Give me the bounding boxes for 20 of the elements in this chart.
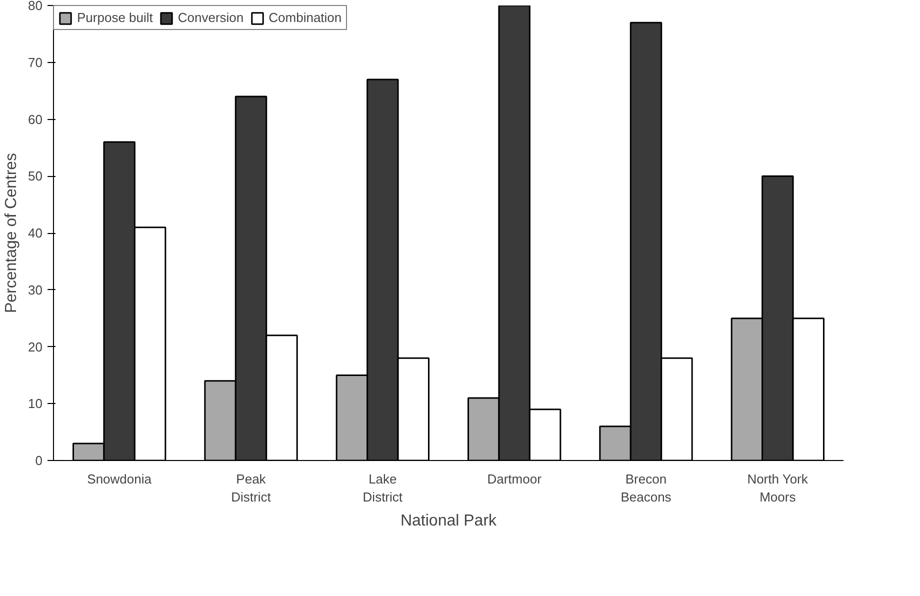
y-tick-label: 10 [28,396,43,412]
y-tick-label: 20 [28,339,43,354]
x-tick-label: Peak District [231,472,272,504]
y-tick-label: 70 [28,54,43,70]
x-tick-label: Brecon Beacons [620,472,672,504]
legend-label: Conversion [178,10,244,25]
x-tick-label: North York Moors [747,472,808,504]
y-tick-label: 0 [35,453,43,468]
legend-label: Combination [268,10,342,25]
legend-label: Purpose built [77,10,153,25]
y-tick-label: 40 [28,226,43,240]
x-tick-label: Dartmoor [487,472,542,486]
x-tick-label: Lake District [362,472,403,504]
y-axis-title: Percentage of Centres [3,152,20,314]
y-tick-label: 60 [28,112,43,127]
y-tick-label: 50 [28,168,43,184]
y-tick-label: 30 [28,282,43,298]
x-axis-title: National Park [400,512,498,530]
y-tick-label: 80 [28,0,43,13]
x-tick-label: Snowdonia [87,472,152,486]
